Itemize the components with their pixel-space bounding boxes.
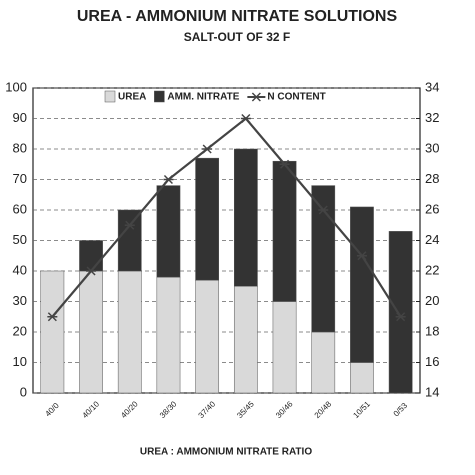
x-tick-label: 40/0 [43,401,61,419]
chart-subtitle: SALT-OUT OF 32 F [184,30,290,44]
y2-tick-label: 26 [425,201,439,216]
n-content-marker [395,312,406,322]
bar [156,276,181,394]
bar [311,331,336,394]
legend-label: AMM. NITRATE [167,92,239,103]
bar [79,240,103,272]
x-tick-label: 10/51 [351,399,372,420]
legend-label: N CONTENT [267,92,325,103]
y-tick-label: 10 [13,354,27,369]
n-content-marker [279,159,290,169]
n-content-marker [202,144,213,154]
n-content-marker [163,174,174,185]
y2-tick-label: 18 [425,323,439,338]
y2-tick-label: 14 [425,384,439,399]
n-content-marker [86,266,97,276]
bar [117,209,142,272]
x-tick-label: 40/20 [119,399,140,420]
y-tick-label: 40 [13,262,27,277]
bar [350,206,374,363]
bar [40,270,65,394]
y-tick-label: 20 [13,323,27,338]
bar [233,148,258,287]
y-tick-label: 90 [13,110,27,125]
x-axis-label: UREA : AMMONIUM NITRATE RATIO [140,447,312,458]
bar [350,362,374,394]
y-tick-label: 0 [20,384,27,399]
y2-tick-label: 20 [425,293,439,308]
legend-swatch [104,90,116,103]
chart-title: UREA - AMMONIUM NITRATE SOLUTIONS [77,8,398,25]
y-tick-label: 30 [13,293,27,308]
legend-swatch [251,92,261,102]
bar [272,160,297,302]
bar [272,301,297,394]
x-tick-label: 30/46 [274,399,295,420]
y2-tick-label: 32 [425,110,439,125]
y-tick-label: 50 [13,232,27,247]
y2-tick-label: 22 [425,262,439,277]
y2-tick-label: 34 [425,79,439,94]
bar [388,231,413,394]
bar [195,157,220,281]
n-content-marker [240,113,251,124]
n-content-marker [318,205,329,215]
n-content-marker [47,312,58,322]
y2-tick-label: 16 [425,354,439,369]
y2-tick-label: 28 [425,171,439,186]
bar [195,279,220,394]
bar [311,185,336,333]
x-tick-label: 40/10 [81,399,102,420]
bar [79,270,103,394]
bar [117,270,142,394]
y2-tick-label: 30 [425,140,439,155]
y-tick-label: 70 [13,171,27,186]
legend-swatch [154,90,165,103]
x-tick-label: 35/45 [235,399,256,420]
bar [233,286,258,394]
n-content-line [51,116,402,318]
x-tick-label: 38/30 [158,399,179,420]
n-content-marker [124,220,135,230]
x-tick-label: 20/48 [313,399,334,420]
y-tick-label: 60 [13,201,27,216]
y2-tick-label: 24 [425,232,439,247]
y-tick-label: 100 [5,79,27,94]
legend-label: UREA [118,92,146,103]
bar [156,185,181,278]
n-content-marker [356,251,367,261]
y-tick-label: 80 [13,140,27,155]
x-tick-label: 0/53 [392,401,410,419]
x-tick-label: 37/40 [197,399,218,420]
